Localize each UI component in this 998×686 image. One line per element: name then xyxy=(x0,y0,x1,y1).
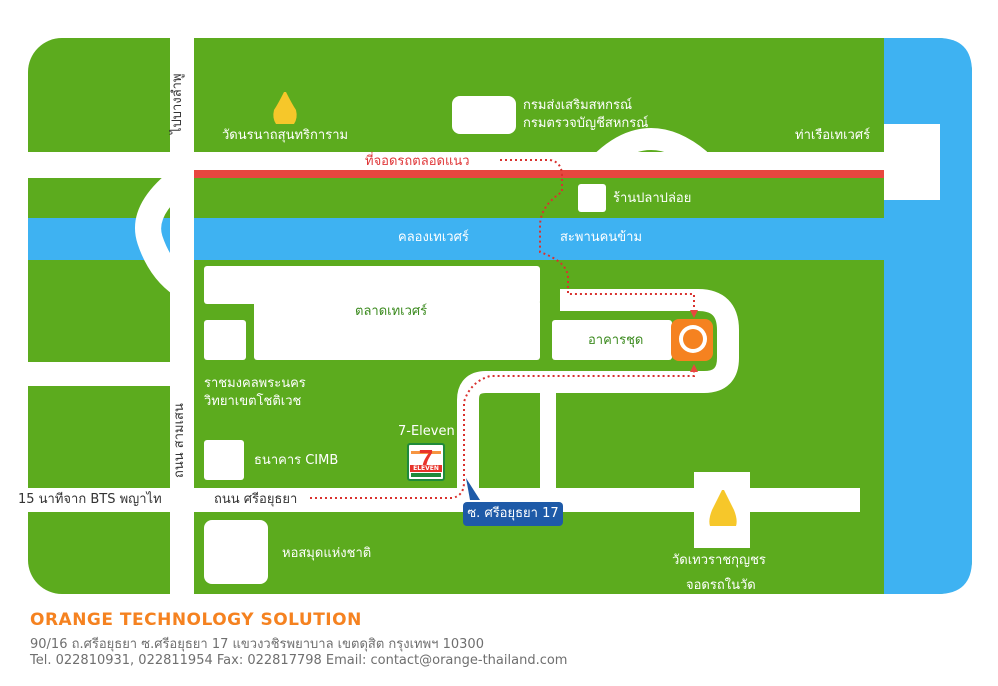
building-label: อาคารชุด xyxy=(588,333,644,348)
seven-eleven-bar xyxy=(411,473,441,477)
cimb-block xyxy=(204,440,244,480)
route-path-top xyxy=(500,159,695,314)
school-label-line2: วิทยาเขตโชติเวช xyxy=(204,394,302,409)
route-arrow-icon xyxy=(690,364,698,372)
route-arrow-icon xyxy=(690,310,698,318)
fish-block xyxy=(578,184,606,212)
school-block xyxy=(204,320,246,360)
pier-block xyxy=(884,124,940,200)
cimb-label: ธนาคาร CIMB xyxy=(254,453,339,468)
seven-eleven-text: ELEVEN xyxy=(410,465,442,472)
library-block xyxy=(204,520,268,584)
road-arch xyxy=(596,128,708,169)
chao-phraya-river xyxy=(884,38,972,594)
seven-eleven-logo-icon: 7 ELEVEN xyxy=(407,443,445,481)
school-label-line1: ราชมงคลพระนคร xyxy=(204,376,306,391)
seven-eleven-label: 7-Eleven xyxy=(398,424,455,439)
coop-block xyxy=(452,96,516,134)
canal-bridge-road xyxy=(135,167,191,296)
coop-dept-label: กรมส่งเสริมสหกรณ์ xyxy=(523,98,633,113)
company-contact: Tel. 022810931, 022811954 Fax: 022817798… xyxy=(30,653,568,668)
wat-nana-label: วัดนรนาถสุนทริการาม xyxy=(222,128,349,143)
parking-label: ที่จอดรถตลอดแนว xyxy=(365,154,470,169)
canal-label: คลองเทเวศร์ xyxy=(398,230,469,245)
temple-parking-label: จอดรถในวัด xyxy=(686,578,756,593)
route-arrow-icon xyxy=(466,478,480,500)
seven-eleven-stripe xyxy=(411,451,441,454)
company-address: 90/16 ถ.ศรีอยุธยา ซ.ศรีอยุธยา 17 แขวงวชิ… xyxy=(30,637,484,652)
temple-stupa-icon xyxy=(273,92,297,124)
market-label: ตลาดเทเวศร์ xyxy=(355,304,428,319)
wat-thewarat-label: วัดเทวราชกุญชร xyxy=(672,553,766,568)
pier-label: ท่าเรือเทเวศร์ xyxy=(795,128,871,143)
temple-stupa-icon xyxy=(709,490,737,526)
parking-strip xyxy=(194,170,884,178)
orange-logo-core xyxy=(683,329,703,349)
left-road xyxy=(10,362,194,386)
coop-audit-label: กรมตรวจบัญชีสหกรณ์ xyxy=(523,116,649,131)
bridge-label: สะพานคนข้าม xyxy=(560,230,643,245)
krung-kasem-label: ไปบางลำพู xyxy=(170,73,185,134)
soi-17-tag: ซ. ศรีอยุธยา 17 xyxy=(463,502,563,526)
building-block xyxy=(552,320,672,360)
market-block xyxy=(204,266,540,304)
library-label: หอสมุดแห่งชาติ xyxy=(282,546,372,561)
company-name: ORANGE TECHNOLOGY SOLUTION xyxy=(30,610,362,630)
market-block-lower xyxy=(254,300,540,360)
orange-logo-icon xyxy=(671,319,713,361)
side-soi xyxy=(540,384,556,492)
samsen-road xyxy=(170,10,194,682)
bts-label: 15 นาทีจาก BTS พญาไท xyxy=(18,492,162,507)
sri-ayutthaya-label: ถนน ศรีอยุธยา xyxy=(214,492,298,507)
fish-shop-label: ร้านปลาปล่อย xyxy=(613,191,692,206)
samsen-label: ถนน สามเสน xyxy=(172,403,187,478)
